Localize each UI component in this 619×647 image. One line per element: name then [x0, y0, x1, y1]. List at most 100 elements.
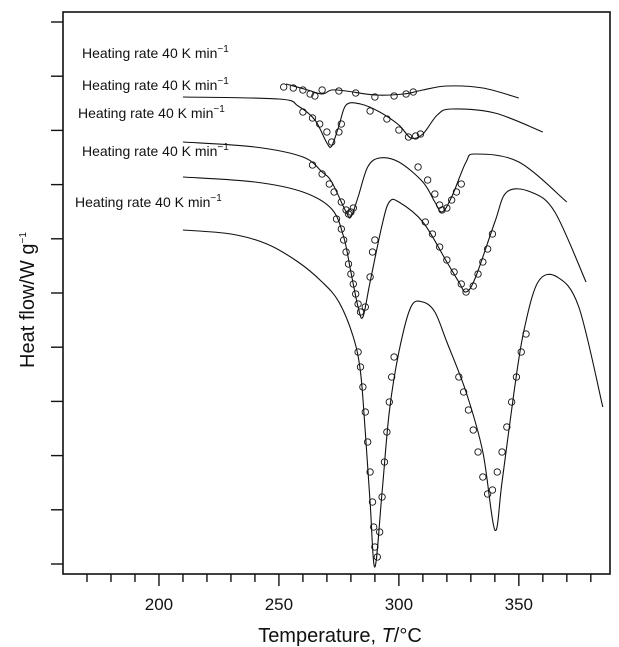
series-4-point [436, 243, 444, 251]
x-axis-title-text: Temperature, [258, 625, 381, 647]
series-5-point [460, 388, 468, 396]
series-5-point [370, 523, 378, 531]
series-4-point [361, 303, 369, 311]
series-4-point [469, 282, 477, 290]
series-5-point [388, 373, 396, 381]
x-tick-label: 200 [145, 595, 173, 614]
series-4-point [479, 258, 487, 266]
series-3-point [337, 198, 345, 206]
series-4-point [342, 248, 350, 256]
series-2-point [316, 120, 324, 128]
series-4-point [443, 256, 451, 264]
series-5-label: Heating rate 40 K min−1 [75, 193, 222, 210]
series-3-point [438, 206, 446, 214]
series-2-point [337, 120, 345, 128]
series-1-point [299, 86, 307, 94]
x-tick-label: 250 [265, 595, 293, 614]
series-4-point [356, 308, 365, 316]
series-5-point [503, 423, 511, 431]
series-label-sup: −1 [210, 193, 222, 204]
series-3-point [330, 188, 338, 196]
series-4-point [347, 270, 355, 278]
series-5-point [488, 486, 497, 494]
series-4-point [332, 215, 341, 223]
series-3-line [182, 141, 568, 219]
series-1-point [306, 90, 314, 98]
series-5-point [383, 428, 391, 436]
series-5-point [483, 490, 492, 498]
series-2-point [328, 138, 336, 146]
series-3-point [344, 210, 353, 218]
x-axis-title: Temperature, T/°C [258, 625, 422, 647]
series-3-point [308, 161, 317, 169]
series-5-point [373, 553, 381, 561]
series-1-line [285, 83, 519, 99]
x-tick-label: 350 [505, 595, 533, 614]
series-2-point [412, 132, 420, 140]
series-3-point [414, 163, 422, 171]
series-4-point [371, 236, 379, 244]
series-5-point [380, 458, 389, 466]
series-2-point [395, 126, 403, 134]
series-3-point [325, 180, 333, 188]
series-3-point [457, 180, 465, 188]
plot-frame [62, 11, 611, 575]
series-4-point [488, 230, 497, 238]
series-3-point [452, 188, 461, 196]
series-5-point [371, 543, 379, 551]
series-4-label: Heating rate 40 K min−1 [82, 142, 229, 159]
series-4-point [366, 273, 374, 281]
series-5-point [522, 330, 530, 338]
series-5-point [364, 438, 372, 446]
series-4-point [368, 248, 377, 256]
series-5-point [390, 353, 398, 361]
series-4 [182, 176, 587, 319]
series-label-sup: −1 [217, 142, 229, 153]
series-5-point [378, 493, 386, 501]
series-1-point [280, 83, 288, 91]
series-5-point [366, 468, 374, 476]
series-5-point [376, 528, 384, 536]
series-label-text: Heating rate 40 K min [82, 77, 217, 93]
series-4-point [340, 236, 348, 244]
series-3-point [424, 176, 432, 184]
series-label-text: Heating rate 40 K min [75, 194, 210, 210]
series-2-point [416, 130, 425, 138]
series-4-point [354, 300, 362, 308]
series-5-point [464, 406, 473, 414]
series-5-point [469, 426, 477, 434]
series-4-point [337, 225, 345, 233]
series-2-point [308, 114, 317, 122]
series-label-sup: −1 [213, 104, 225, 115]
series-3-point [347, 208, 355, 216]
series-4-point [344, 260, 353, 268]
y-axis-title-sup: −1 [18, 232, 29, 244]
series-5-line [182, 229, 604, 568]
series-5-point [455, 373, 463, 381]
series-2-point [299, 108, 307, 116]
series-4-point [352, 290, 360, 298]
series-5-point [498, 448, 506, 456]
series-1-point [390, 92, 398, 100]
series-5-point [361, 408, 369, 416]
x-tick-labels: 200 250 300 350 [145, 595, 533, 614]
series-3 [182, 141, 568, 219]
series-5-point [359, 383, 367, 391]
series-4-point [483, 245, 492, 253]
x-axis-title-unit: /°C [394, 625, 422, 647]
series-1-point [371, 93, 379, 101]
series-5-point [354, 348, 362, 356]
series-1-point [335, 87, 343, 95]
series-layer [182, 83, 604, 568]
series-1-point [402, 90, 410, 98]
series-2-point [335, 128, 343, 136]
series-4-point [457, 280, 465, 288]
series-3-point [349, 204, 357, 212]
series-3-point [431, 190, 439, 198]
series-1-point [311, 92, 319, 100]
series-5-point [493, 468, 501, 476]
series-1-point [409, 88, 417, 96]
series-1-point [318, 86, 326, 94]
